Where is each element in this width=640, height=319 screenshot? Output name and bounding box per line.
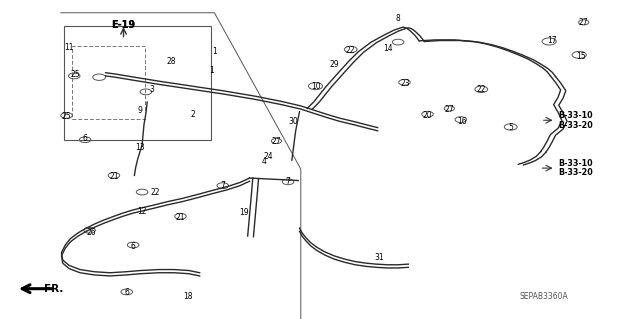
Text: 9: 9 [137,106,142,115]
Text: 4: 4 [261,157,266,166]
Text: 29: 29 [329,60,339,69]
Text: B-33-10: B-33-10 [558,159,593,168]
Text: 25: 25 [61,112,72,121]
Text: 21: 21 [176,213,185,222]
Text: 19: 19 [239,208,250,217]
Text: SEPAB3360A: SEPAB3360A [520,293,568,301]
Bar [64,26,211,140]
Text: 3: 3 [150,85,155,94]
Text: 6: 6 [82,134,87,143]
Text: 6: 6 [131,242,136,251]
Text: 22: 22 [150,189,159,197]
Bar [72,46,145,119]
Text: 16: 16 [457,117,467,126]
Text: 7: 7 [285,177,291,186]
Text: 10: 10 [310,82,321,91]
Text: 23: 23 [400,79,410,88]
Text: 17: 17 [547,36,557,45]
Text: 26: 26 [86,228,96,237]
Text: 30: 30 [288,117,298,126]
Text: 25: 25 [70,70,81,78]
Text: 18: 18 [183,292,192,300]
Text: 7: 7 [220,181,225,190]
Text: B-33-10: B-33-10 [558,111,593,120]
Text: 14: 14 [383,44,394,53]
Text: E-19: E-19 [111,20,136,30]
Text: 1: 1 [209,66,214,75]
Text: 20: 20 [422,111,433,120]
Text: 5: 5 [508,123,513,132]
Text: 27: 27 [271,137,282,146]
Text: 13: 13 [134,143,145,152]
Text: E-19: E-19 [111,20,136,30]
Text: 2: 2 [191,110,196,119]
Text: 21: 21 [109,172,118,181]
Text: 24: 24 [264,152,274,161]
Text: 1: 1 [212,47,217,56]
Text: 27: 27 [444,105,454,114]
Text: 8: 8 [396,14,401,23]
Text: 6: 6 [124,288,129,297]
Text: 22: 22 [477,85,486,94]
Text: 11: 11 [65,43,74,52]
Text: 27: 27 [579,19,589,27]
Text: 28: 28 [167,57,176,66]
Text: B-33-20: B-33-20 [558,121,593,130]
Text: 22: 22 [346,46,355,55]
Text: B-33-20: B-33-20 [558,168,593,177]
Text: 31: 31 [374,253,384,262]
Text: 15: 15 [576,52,586,61]
Text: FR.: FR. [44,284,63,294]
Text: 12: 12 [138,207,147,216]
